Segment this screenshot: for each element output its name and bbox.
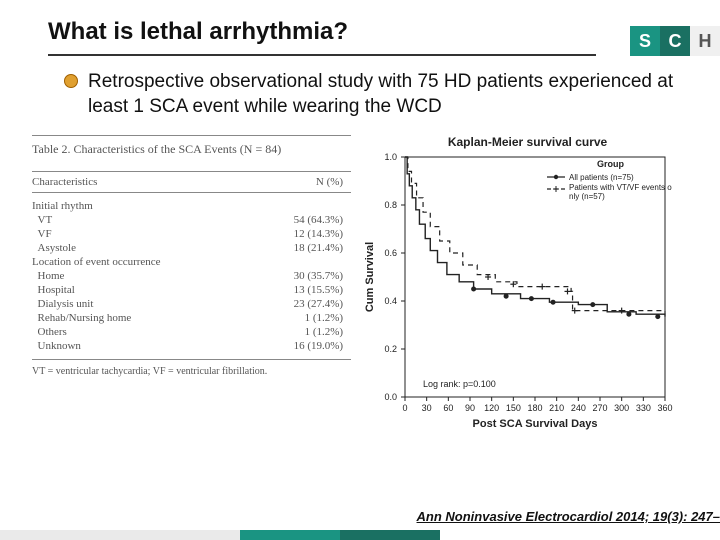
svg-text:Log rank: p=0.100: Log rank: p=0.100 [423, 379, 496, 389]
row-label: Rehab/Nursing home [32, 312, 131, 324]
table-header: Characteristics N (%) [32, 171, 351, 193]
row-label: Home [32, 270, 64, 282]
km-chart: Kaplan-Meier survival curve 0.0 0.2 0.4 0.6… [359, 135, 696, 436]
table-row: Asystole 18 (21.4%) [32, 241, 351, 255]
svg-text:0.8: 0.8 [385, 200, 398, 210]
footer-segment [0, 530, 240, 540]
svg-text:1.0: 1.0 [385, 152, 398, 162]
row-value: 23 (27.4%) [294, 298, 344, 310]
svg-text:210: 210 [549, 403, 564, 413]
row-value: 1 (1.2%) [305, 326, 344, 338]
title-underline [48, 54, 596, 56]
logo-letter: H [690, 26, 720, 56]
table-head-right: N (%) [316, 176, 343, 188]
svg-text:nly (n=57): nly (n=57) [569, 192, 605, 201]
bullet-text: Retrospective observational study with 7… [88, 70, 676, 119]
svg-text:30: 30 [422, 403, 432, 413]
row-label: Location of event occurrence [32, 256, 161, 268]
svg-text:0.4: 0.4 [385, 296, 398, 306]
row-label: VF [32, 228, 52, 240]
row-value: 16 (19.0%) [294, 340, 344, 352]
table-row: Initial rhythm [32, 199, 351, 213]
svg-text:Patients with VT/VF events o: Patients with VT/VF events o [569, 183, 672, 192]
row-value: 13 (15.5%) [294, 284, 344, 296]
table-footnote: VT = ventricular tachycardia; VF = ventr… [32, 359, 351, 377]
row-label: Unknown [32, 340, 81, 352]
bullet-item: Retrospective observational study with 7… [64, 70, 676, 119]
svg-text:Group: Group [597, 159, 624, 169]
svg-text:60: 60 [443, 403, 453, 413]
row-value: 18 (21.4%) [294, 242, 344, 254]
svg-text:180: 180 [528, 403, 543, 413]
slide-title: What is lethal arrhythmia? [48, 18, 348, 50]
citation: Ann Noninvasive Electrocardiol 2014; 19(… [417, 509, 720, 524]
svg-text:360: 360 [658, 403, 673, 413]
logo: SCH [630, 26, 720, 56]
svg-text:270: 270 [593, 403, 608, 413]
svg-text:0.2: 0.2 [385, 344, 398, 354]
svg-text:0: 0 [403, 403, 408, 413]
footer-bar [0, 530, 440, 540]
table-head-left: Characteristics [32, 176, 97, 188]
row-label: VT [32, 214, 52, 226]
svg-text:0.6: 0.6 [385, 248, 398, 258]
table-row: Rehab/Nursing home 1 (1.2%) [32, 311, 351, 325]
row-value: 12 (14.3%) [294, 228, 344, 240]
row-label: Hospital [32, 284, 75, 296]
row-value: 30 (35.7%) [294, 270, 344, 282]
table-row: Location of event occurrence [32, 255, 351, 269]
footer-segment [240, 530, 340, 540]
svg-text:330: 330 [636, 403, 651, 413]
logo-letter: S [630, 26, 660, 56]
svg-text:150: 150 [506, 403, 521, 413]
table-row: VT 54 (64.3%) [32, 213, 351, 227]
table-caption: Table 2. Characteristics of the SCA Even… [32, 135, 351, 171]
svg-text:90: 90 [465, 403, 475, 413]
logo-letter: C [660, 26, 690, 56]
row-value: 1 (1.2%) [305, 312, 344, 324]
row-value: 54 (64.3%) [294, 214, 344, 226]
table-row: Home 30 (35.7%) [32, 269, 351, 283]
km-svg: 0.0 0.2 0.4 0.6 0.8 1.0 0 30 60 90 120 150 180 210 240… [359, 151, 675, 431]
svg-text:Post SCA Survival Days: Post SCA Survival Days [473, 418, 598, 430]
svg-text:Cum Survival: Cum Survival [364, 242, 376, 312]
svg-text:300: 300 [614, 403, 629, 413]
table-row: Dialysis unit 23 (27.4%) [32, 297, 351, 311]
svg-text:120: 120 [484, 403, 499, 413]
svg-text:All patients (n=75): All patients (n=75) [569, 173, 634, 182]
table-row: Others 1 (1.2%) [32, 325, 351, 339]
table-row: Hospital 13 (15.5%) [32, 283, 351, 297]
svg-text:240: 240 [571, 403, 586, 413]
sca-table: Table 2. Characteristics of the SCA Even… [24, 135, 351, 436]
table-row: VF 12 (14.3%) [32, 227, 351, 241]
row-label: Asystole [32, 242, 76, 254]
bullet-icon [64, 74, 78, 88]
svg-text:0.0: 0.0 [385, 392, 398, 402]
row-label: Dialysis unit [32, 298, 93, 310]
row-label: Initial rhythm [32, 200, 93, 212]
table-row: Unknown 16 (19.0%) [32, 339, 351, 353]
chart-title: Kaplan-Meier survival curve [359, 135, 696, 149]
row-label: Others [32, 326, 67, 338]
footer-segment [340, 530, 440, 540]
